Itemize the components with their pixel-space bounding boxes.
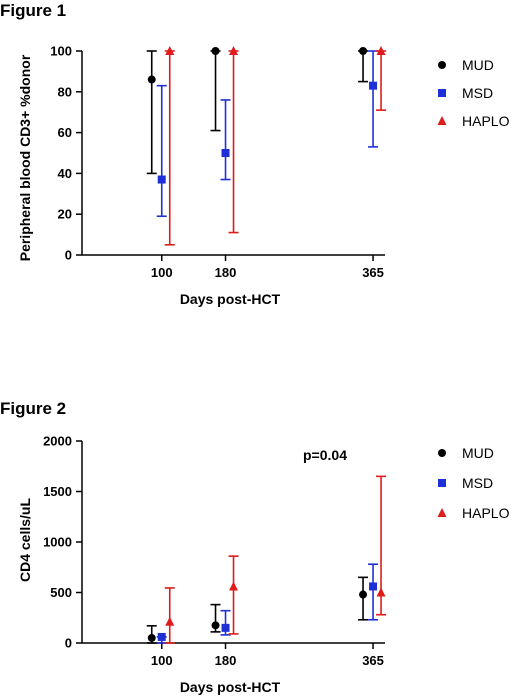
figure-2-legend-marker-haplo xyxy=(437,508,447,517)
figure-1-title: Figure 1 xyxy=(0,1,66,20)
figure-1-point-mud xyxy=(147,75,156,84)
figure-1-y-tick-label: 60 xyxy=(58,125,72,140)
figure-1-legend-marker-msd xyxy=(438,89,446,97)
figure-1-legend-marker-mud xyxy=(438,61,446,69)
figure-1-point-mud xyxy=(359,47,368,55)
figure-1-y-tick-label: 20 xyxy=(58,207,72,222)
figure-2-legend-label-mud: MUD xyxy=(462,445,494,461)
figure-1-point-msd xyxy=(157,175,166,184)
figure-2-legend-marker-msd xyxy=(438,479,446,487)
figure-2-chart: Figure 2 CD4 cells/uL Days post-HCT p=0.… xyxy=(0,399,510,695)
figure-2-point-msd xyxy=(369,582,378,591)
figure-2-y-tick-label: 2000 xyxy=(43,434,72,449)
figure-1-legend-label-mud: MUD xyxy=(462,57,494,73)
figure-1-point-msd xyxy=(369,81,378,90)
figure-2-p-value-annotation: p=0.04 xyxy=(303,447,347,463)
figure-2-x-axis-label: Days post-HCT xyxy=(180,679,281,695)
figure-1-y-tick-label: 0 xyxy=(65,248,72,263)
figure-2-legend-marker-mud xyxy=(438,449,446,457)
figure-1-legend-label-msd: MSD xyxy=(462,85,493,101)
figure-1-chart: Figure 1 Peripheral blood CD3+ %donor Da… xyxy=(0,1,510,307)
figure-2-y-tick-label: 0 xyxy=(65,636,72,651)
figure-1-y-axis-label: Peripheral blood CD3+ %donor xyxy=(17,54,33,261)
figure-2-title: Figure 2 xyxy=(0,399,66,418)
figure-2-legend-label-haplo: HAPLO xyxy=(462,505,510,521)
figure-2-point-haplo xyxy=(229,581,239,591)
figure-1-legend-marker-haplo xyxy=(437,116,447,125)
figure-1-y-tick-label: 100 xyxy=(50,44,72,59)
figure-2-point-msd xyxy=(221,623,230,632)
figure-2-point-msd xyxy=(157,632,166,641)
figure-2-y-tick-label: 1000 xyxy=(43,535,72,550)
figure-1-x-tick-label: 100 xyxy=(151,265,173,280)
figure-1-x-tick-label: 365 xyxy=(362,265,384,280)
figure-1-point-haplo xyxy=(165,46,175,55)
figure-1-y-tick-label: 80 xyxy=(58,84,72,99)
figure-2-y-tick-label: 1500 xyxy=(43,484,72,499)
figure-1-legend-label-haplo: HAPLO xyxy=(462,113,510,129)
figure-1-y-tick-label: 40 xyxy=(58,166,72,181)
figure-2-y-axis-label: CD4 cells/uL xyxy=(17,498,33,582)
figure-1-point-haplo xyxy=(229,46,239,55)
figure-1-point-haplo xyxy=(376,46,386,55)
figure-2-legend-label-msd: MSD xyxy=(462,475,493,491)
figure-1-x-tick-label: 180 xyxy=(215,265,237,280)
figure-2-point-haplo xyxy=(165,616,175,626)
figure-1-point-msd xyxy=(221,149,230,157)
figure-1-point-mud xyxy=(211,47,220,55)
figure-2-point-mud xyxy=(147,633,156,642)
figure-2-point-mud xyxy=(211,621,220,630)
figure-2-y-tick-label: 500 xyxy=(50,585,72,600)
figure-1-x-axis-label: Days post-HCT xyxy=(180,291,281,307)
figure-2-x-tick-label: 365 xyxy=(362,653,384,668)
figure-2-point-mud xyxy=(359,590,368,599)
figure-2-x-tick-label: 180 xyxy=(215,653,237,668)
figure-2-x-tick-label: 100 xyxy=(151,653,173,668)
figure-2-point-haplo xyxy=(376,587,386,597)
